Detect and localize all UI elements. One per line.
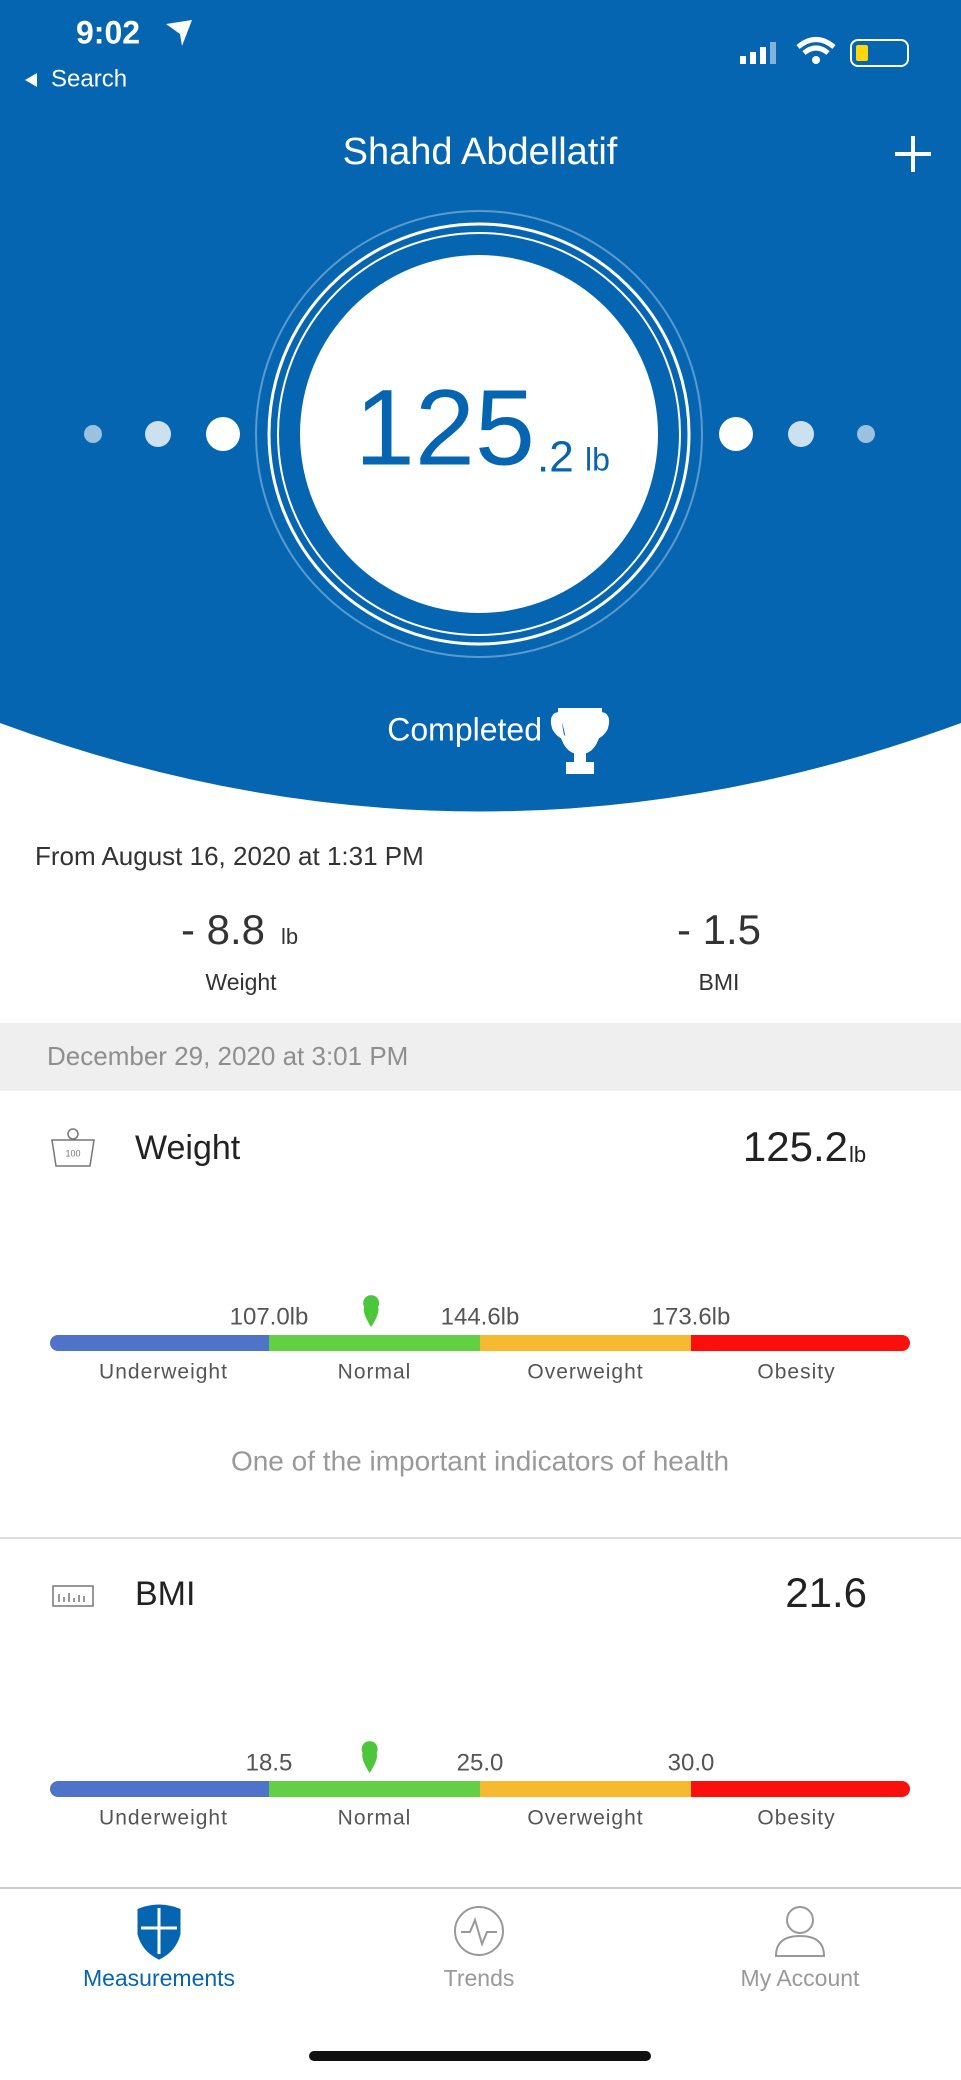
threshold-label: 30.0 [668,1749,715,1776]
bmi-change: - 1.5 [677,906,761,953]
wifi-dot [812,56,820,64]
weight-change-unit: lb [281,924,298,949]
signal-icon [740,42,776,64]
bmi-change-label: BMI [699,969,740,995]
range-cap-right [894,1335,910,1351]
page-dots[interactable] [84,417,875,451]
account-icon-head[interactable] [786,1906,814,1934]
range-label: Overweight [527,1807,643,1830]
battery [850,39,909,67]
home-indicator [309,2051,651,2061]
range-label: Obesity [757,1807,835,1830]
range-segment [269,1335,480,1351]
date-band [0,1023,961,1091]
metric-value: 125.2 [743,1123,848,1170]
value-marker [363,1295,380,1327]
weight-change-label: Weight [205,969,277,995]
gauge-decimal: .2 [537,433,574,482]
trophy-icon [550,708,610,774]
threshold-label: 18.5 [246,1749,293,1776]
status-time: 9:02 [76,14,140,50]
tab-label[interactable]: Measurements [83,1965,235,1991]
range-label: Normal [338,1807,412,1830]
weight-icon-handle [67,1128,79,1140]
battery-level [856,45,868,61]
since-label: From August 16, 2020 at 1:31 PM [35,841,424,871]
gauge-rings [255,210,703,658]
range-label: Underweight [99,1807,228,1830]
measurement-date: December 29, 2020 at 3:01 PM [47,1041,408,1071]
value-marker [361,1741,378,1773]
weight-icon-label: 100 [65,1148,80,1158]
trends-icon-pulse [461,1917,497,1947]
metric-name: BMI [135,1575,195,1613]
back-link[interactable]: Search [51,65,127,92]
weight-change: - 8.8 [181,906,265,953]
range-segment [58,1781,269,1797]
range-segment [480,1781,691,1797]
range-cap-left [50,1335,66,1351]
profile-name: Shahd Abdellatif [343,131,618,173]
bmi-icon [52,1585,94,1607]
range-cap-right [894,1781,910,1797]
metric-name: Weight [135,1129,241,1167]
threshold-label: 144.6lb [441,1303,520,1330]
wifi-icon [796,37,836,56]
range-label: Obesity [757,1361,835,1384]
measurements-icon-cross [141,1908,177,1954]
range-segment [480,1335,691,1351]
gauge-face [300,255,658,613]
tab-label[interactable]: Trends [444,1965,515,1991]
trends-icon[interactable] [454,1906,504,1956]
location-icon [166,20,192,46]
threshold-label: 25.0 [457,1749,504,1776]
gauge-unit: lb [585,441,610,477]
metric-value: 21.6 [785,1569,867,1616]
account-icon-body [774,1934,826,1957]
metric-unit: lb [849,1142,866,1167]
metric-note: One of the important indicators of healt… [231,1445,729,1476]
tab-label[interactable]: My Account [741,1965,860,1991]
range-segment [58,1335,269,1351]
threshold-label: 173.6lb [652,1303,731,1330]
gauge-whole: 125 [355,367,535,488]
range-segment [691,1335,902,1351]
bmi-icon-bars [58,1593,85,1602]
range-label: Normal [338,1361,412,1384]
range-segment [269,1781,480,1797]
threshold-label: 107.0lb [230,1303,309,1330]
status-label: Completed [387,711,542,747]
range-label: Overweight [527,1361,643,1384]
range-label: Underweight [99,1361,228,1384]
range-segment [691,1781,902,1797]
range-cap-left [50,1781,66,1797]
add-button[interactable] [895,136,931,172]
back-arrow[interactable] [25,73,37,87]
weight-icon [51,1139,95,1167]
